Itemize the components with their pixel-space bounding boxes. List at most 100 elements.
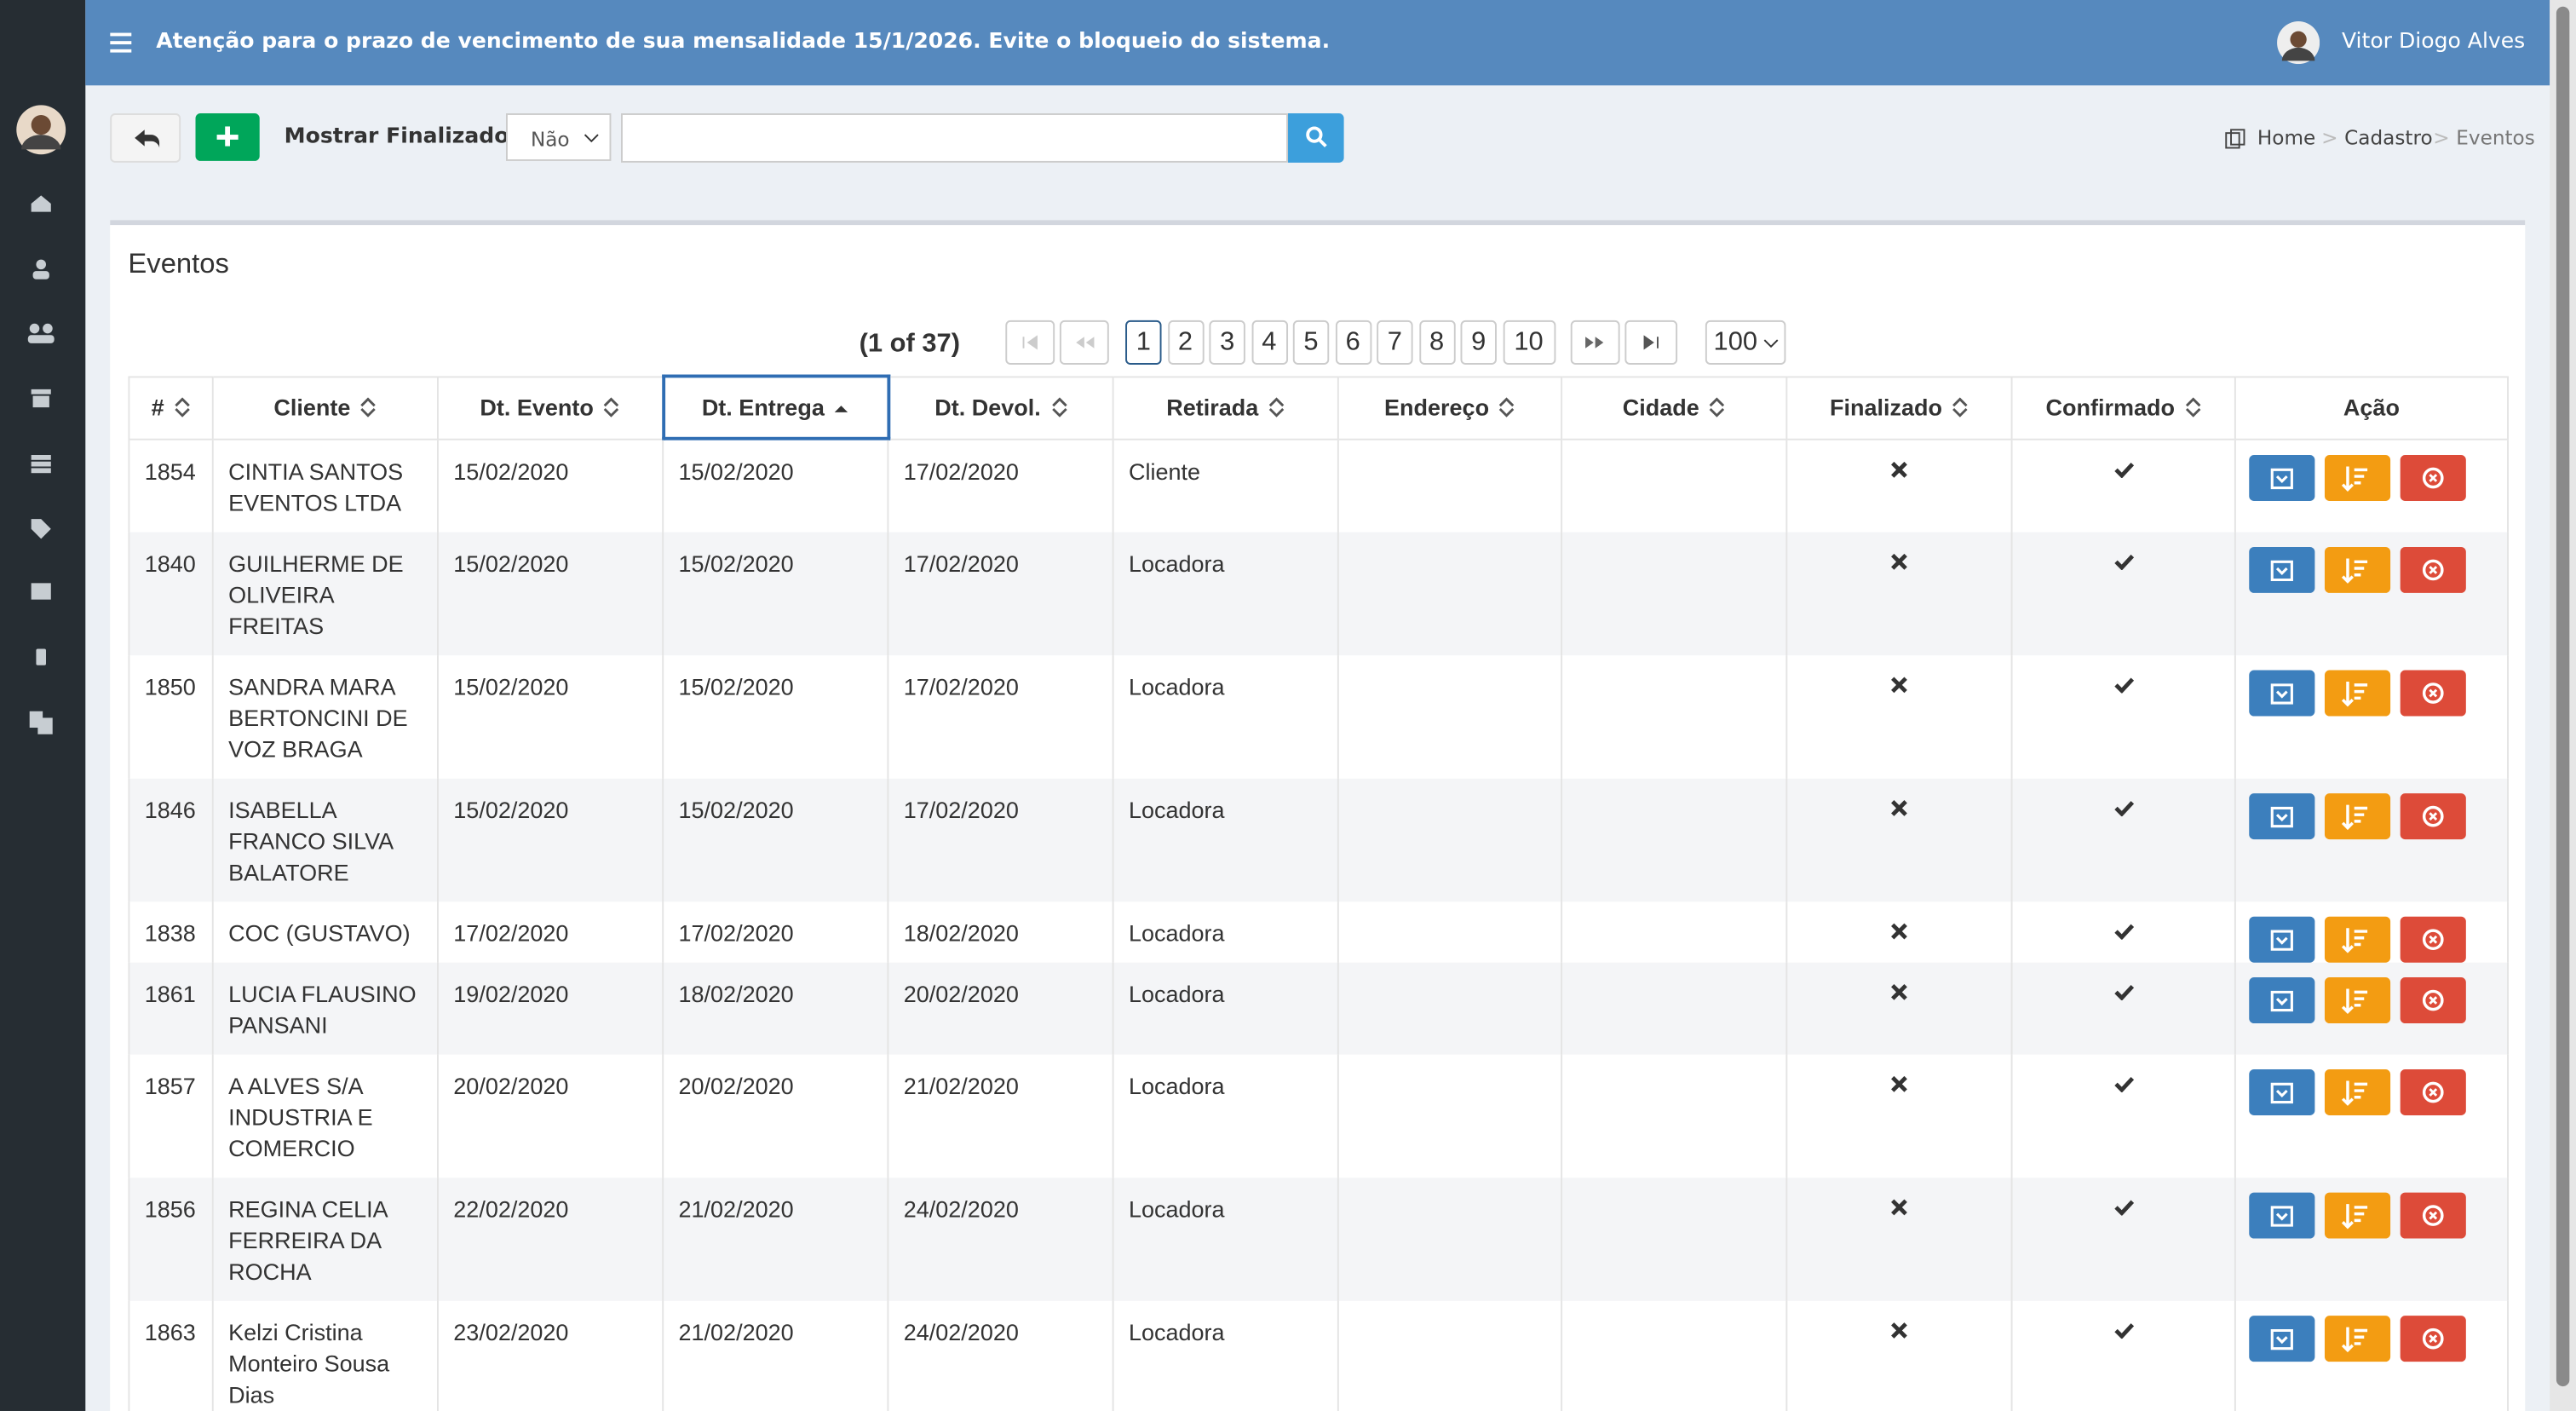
menu-toggle[interactable] xyxy=(110,32,133,53)
column-title[interactable]: Retirada xyxy=(1166,394,1259,421)
user-name[interactable]: Vitor Diogo Alves xyxy=(2341,29,2526,55)
first-page[interactable] xyxy=(1005,320,1055,365)
column-title[interactable]: # xyxy=(151,394,164,421)
sort-button[interactable] xyxy=(2324,915,2391,962)
page-button[interactable]: 4 xyxy=(1251,320,1288,365)
table-cell: 15/02/2020 xyxy=(437,777,664,901)
column-header[interactable]: Dt. Evento xyxy=(437,375,664,440)
breadcrumb-link[interactable]: Cadastro xyxy=(2344,126,2433,150)
view-button[interactable] xyxy=(2249,454,2315,501)
filter-select[interactable]: Não xyxy=(506,113,612,161)
page-button[interactable]: 5 xyxy=(1292,320,1330,365)
table-cell: 1850 xyxy=(128,654,214,778)
delete-button[interactable] xyxy=(2400,669,2466,716)
page-button[interactable]: 3 xyxy=(1209,320,1245,365)
page-button[interactable]: 6 xyxy=(1334,320,1371,365)
sort-button[interactable] xyxy=(2324,1068,2391,1115)
finalized-cell xyxy=(1785,1299,2013,1411)
delete-button[interactable] xyxy=(2400,915,2466,962)
delete-button[interactable] xyxy=(2400,545,2466,592)
action-cell xyxy=(2234,531,2509,655)
confirmed-cell xyxy=(2010,961,2236,1054)
column-header[interactable]: Finalizado xyxy=(1785,375,2013,440)
table-cell: A ALVES S/A INDUSTRIA E COMERCIO xyxy=(211,1053,439,1178)
per-page-select[interactable]: 100 xyxy=(1705,320,1786,365)
sort-button[interactable] xyxy=(2324,545,2391,592)
table-cell: 17/02/2020 xyxy=(887,531,1114,655)
table-cell: 18/02/2020 xyxy=(662,961,889,1054)
view-button[interactable] xyxy=(2249,669,2315,716)
view-button[interactable] xyxy=(2249,792,2315,839)
table-cell: 1857 xyxy=(128,1053,214,1178)
column-header[interactable]: Dt. Devol. xyxy=(887,375,1114,440)
table-cell: 18/02/2020 xyxy=(887,901,1114,962)
table-cell: Locadora xyxy=(1112,531,1339,655)
address-cell xyxy=(1337,901,1563,962)
sort-button[interactable] xyxy=(2324,1315,2391,1362)
table-cell: Kelzi Cristina Monteiro Sousa Dias xyxy=(211,1299,439,1411)
sort-button[interactable] xyxy=(2324,792,2391,839)
view-button[interactable] xyxy=(2249,976,2315,1023)
last-page[interactable] xyxy=(1624,320,1678,365)
page-button[interactable]: 9 xyxy=(1460,320,1497,365)
column-title[interactable]: Dt. Evento xyxy=(480,394,594,421)
address-cell xyxy=(1337,531,1563,655)
sort-button[interactable] xyxy=(2324,454,2391,501)
table-cell: Locadora xyxy=(1112,1177,1339,1300)
confirmed-cell xyxy=(2010,531,2236,655)
delete-button[interactable] xyxy=(2400,1315,2466,1362)
user-avatar[interactable] xyxy=(2277,21,2320,65)
prev-page[interactable] xyxy=(1059,320,1109,365)
per-page-value[interactable]: 100 xyxy=(1713,328,1758,357)
page-button[interactable]: 10 xyxy=(1502,320,1555,365)
page-button[interactable]: 7 xyxy=(1377,320,1413,365)
sort-button[interactable] xyxy=(2324,669,2391,716)
column-header[interactable]: Retirada xyxy=(1112,375,1339,440)
add-button[interactable] xyxy=(195,113,260,161)
column-title[interactable]: Cidade xyxy=(1622,394,1699,421)
breadcrumb-current: Eventos xyxy=(2456,126,2535,150)
filter-value[interactable]: Não xyxy=(530,128,570,152)
page-button[interactable]: 2 xyxy=(1167,320,1204,365)
column-header[interactable]: Dt. Entrega xyxy=(661,374,890,441)
delete-button[interactable] xyxy=(2400,792,2466,839)
view-button[interactable] xyxy=(2249,545,2315,592)
search-input[interactable] xyxy=(621,113,1289,163)
sort-button[interactable] xyxy=(2324,1191,2391,1238)
view-button[interactable] xyxy=(2249,1191,2315,1238)
confirmed-cell xyxy=(2010,777,2236,901)
column-title[interactable]: Cliente xyxy=(273,394,351,421)
view-button[interactable] xyxy=(2249,915,2315,962)
delete-button[interactable] xyxy=(2400,454,2466,501)
column-title[interactable]: Endereço xyxy=(1384,394,1490,421)
column-title[interactable]: Finalizado xyxy=(1830,394,1943,421)
column-header[interactable]: Cliente xyxy=(211,375,439,440)
delete-button[interactable] xyxy=(2400,1068,2466,1115)
search-button[interactable] xyxy=(1288,113,1344,163)
delete-button[interactable] xyxy=(2400,976,2466,1023)
column-title[interactable]: Dt. Entrega xyxy=(701,394,825,421)
column-header[interactable]: Endereço xyxy=(1337,375,1563,440)
column-header[interactable]: # xyxy=(128,375,214,440)
column-header[interactable]: Cidade xyxy=(1561,375,1788,440)
address-cell xyxy=(1337,1299,1563,1411)
column-title[interactable]: Confirmado xyxy=(2045,394,2176,421)
table-cell: 21/02/2020 xyxy=(662,1177,889,1300)
sort-button[interactable] xyxy=(2324,976,2391,1023)
table-cell: 24/02/2020 xyxy=(887,1299,1114,1411)
page-button[interactable]: 8 xyxy=(1418,320,1455,365)
column-header[interactable]: Confirmado xyxy=(2010,375,2236,440)
page-button[interactable]: 1 xyxy=(1125,320,1162,365)
view-button[interactable] xyxy=(2249,1315,2315,1362)
column-title[interactable]: Dt. Devol. xyxy=(934,394,1041,421)
table-cell: LUCIA FLAUSINO PANSANI xyxy=(211,961,439,1054)
sidebar xyxy=(0,0,86,1411)
table-cell: 22/02/2020 xyxy=(437,1177,664,1300)
delete-button[interactable] xyxy=(2400,1191,2466,1238)
next-page[interactable] xyxy=(1570,320,1620,365)
back-button[interactable] xyxy=(110,113,181,163)
breadcrumb-link[interactable]: Home xyxy=(2257,126,2316,150)
table-row: 1840 GUILHERME DE OLIVEIRA FREITAS 15/02/2… xyxy=(128,531,2509,655)
view-button[interactable] xyxy=(2249,1068,2315,1115)
table-cell: 24/02/2020 xyxy=(887,1177,1114,1300)
